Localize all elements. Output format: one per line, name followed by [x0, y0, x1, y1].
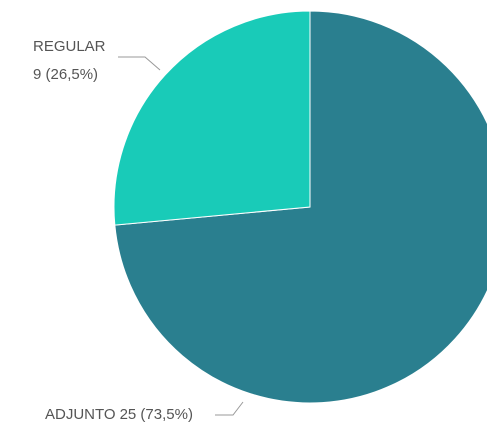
slice-label: ADJUNTO 25 (73,5%): [45, 406, 193, 423]
category-label: REGULAR: [33, 38, 106, 55]
slice-label: REGULAR: [33, 38, 106, 55]
category-label: ADJUNTO: [45, 406, 116, 423]
pie-slice: [113, 10, 311, 226]
pie-slice: [114, 10, 487, 404]
value-label: 25 (73,5%): [120, 406, 193, 423]
leader-line: [118, 56, 161, 71]
leader-line: [215, 401, 244, 416]
slice-label: 9 (26,5%): [33, 66, 98, 83]
value-label: 9 (26,5%): [33, 66, 98, 83]
